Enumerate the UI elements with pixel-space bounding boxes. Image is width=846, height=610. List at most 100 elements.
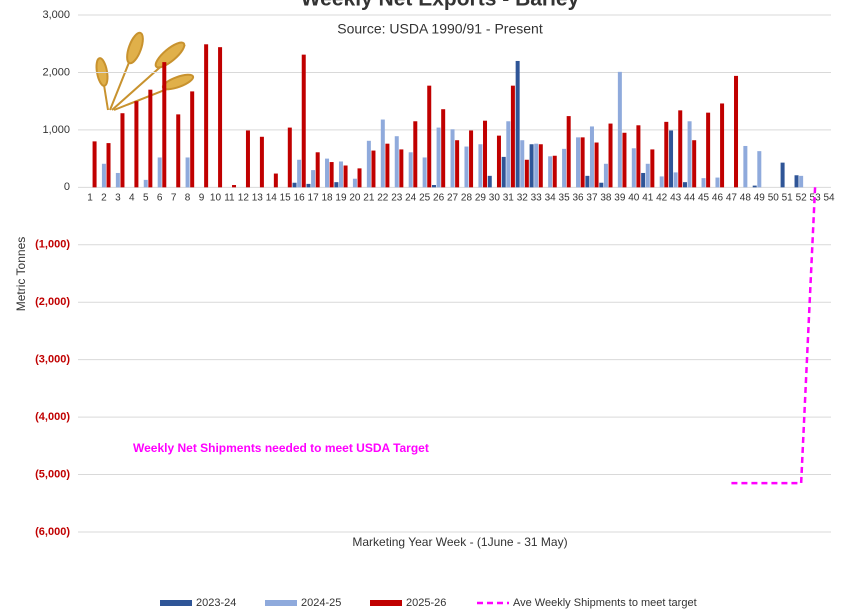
bar <box>752 185 757 188</box>
bar <box>622 132 627 188</box>
x-tick-label: 43 <box>670 193 682 204</box>
x-tick-label: 34 <box>545 193 557 204</box>
bar <box>325 158 330 188</box>
x-tick-label: 21 <box>363 193 375 204</box>
bar <box>334 182 339 188</box>
bar <box>678 110 683 188</box>
bar <box>120 113 125 188</box>
bar <box>176 114 181 188</box>
wheat-icon <box>95 31 195 111</box>
bar <box>115 172 120 188</box>
bar <box>92 141 97 188</box>
x-tick-label: 31 <box>503 193 515 204</box>
legend-label: 2025-26 <box>406 597 446 609</box>
bar <box>232 185 237 188</box>
bar <box>469 130 474 188</box>
bar <box>422 157 427 188</box>
bar <box>483 120 488 188</box>
x-tick-label: 54 <box>823 193 835 204</box>
x-tick-label: 27 <box>447 193 459 204</box>
bar <box>636 125 641 188</box>
bar <box>608 123 613 188</box>
bar <box>478 144 483 188</box>
bar <box>157 157 162 188</box>
x-tick-label: 46 <box>712 193 724 204</box>
x-tick-label: 39 <box>614 193 626 204</box>
annotation: Weekly Net Shipments needed to meet USDA… <box>133 441 429 455</box>
bar <box>799 175 804 188</box>
x-tick-label: 22 <box>377 193 389 204</box>
bar <box>441 109 446 188</box>
y-tick-label: (6,000) <box>35 526 70 538</box>
bar <box>399 149 404 188</box>
legend-swatch <box>265 600 297 606</box>
bar <box>520 140 525 188</box>
legend-swatch <box>160 600 192 606</box>
chart-subtitle: Source: USDA 1990/91 - Present <box>337 21 543 37</box>
bar <box>366 140 371 188</box>
y-tick-label: 0 <box>64 181 70 193</box>
x-tick-label: 5 <box>143 193 149 204</box>
bar <box>311 170 316 188</box>
bar <box>352 178 357 188</box>
bar <box>408 152 413 188</box>
bar <box>218 47 223 188</box>
bar <box>576 137 581 188</box>
bar <box>143 179 148 188</box>
bar <box>734 75 739 188</box>
x-tick-label: 13 <box>252 193 264 204</box>
x-tick-label: 42 <box>656 193 668 204</box>
x-tick-label: 38 <box>600 193 612 204</box>
bar <box>641 172 646 188</box>
bar <box>706 112 711 188</box>
bar <box>273 173 278 188</box>
x-tick-label: 40 <box>628 193 640 204</box>
x-tick-label: 12 <box>238 193 250 204</box>
bar <box>701 178 706 188</box>
x-tick-label: 14 <box>266 193 278 204</box>
x-tick-label: 18 <box>321 193 333 204</box>
x-tick-label: 23 <box>391 193 403 204</box>
x-tick-label: 45 <box>698 193 710 204</box>
bar <box>650 149 655 188</box>
bar <box>682 182 687 188</box>
bar <box>631 148 636 188</box>
x-tick-label: 37 <box>586 193 598 204</box>
legend-swatch <box>370 600 402 606</box>
bar <box>436 127 441 188</box>
bar <box>357 168 362 188</box>
bar <box>385 143 390 188</box>
bar <box>566 116 571 188</box>
bar <box>594 142 599 188</box>
bar <box>529 144 534 188</box>
bar <box>101 163 106 188</box>
y-tick-label: 3,000 <box>42 9 70 21</box>
x-tick-label: 26 <box>433 193 445 204</box>
bar <box>204 44 209 188</box>
bar <box>538 144 543 188</box>
x-tick-label: 30 <box>489 193 501 204</box>
bar <box>687 121 692 188</box>
bar <box>580 137 585 188</box>
bar <box>431 185 436 188</box>
bar <box>329 162 334 188</box>
bar <box>589 126 594 188</box>
target-line <box>731 187 817 485</box>
x-tick-label: 1 <box>87 193 93 204</box>
bar <box>315 152 320 188</box>
bar <box>757 151 762 188</box>
bar <box>464 146 469 188</box>
y-axis-label: Metric Tonnes <box>14 237 28 311</box>
x-tick-label: 24 <box>405 193 417 204</box>
legend-label: 2024-25 <box>301 597 341 609</box>
bar <box>306 183 311 188</box>
bar <box>524 159 529 188</box>
y-tick-label: (4,000) <box>35 411 70 423</box>
bar <box>259 136 264 188</box>
y-tick-label: (5,000) <box>35 468 70 480</box>
bar <box>603 163 608 188</box>
bar <box>287 127 292 188</box>
bar <box>413 121 418 188</box>
x-tick-label: 47 <box>726 193 738 204</box>
